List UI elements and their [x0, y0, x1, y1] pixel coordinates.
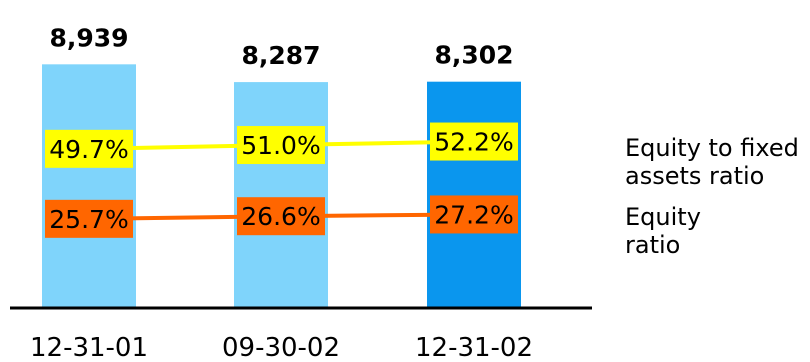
category-labels: 12-31-01 09-30-02 12-31-02	[30, 333, 533, 362]
bar-value-labels: 8,939 8,287 8,302	[49, 23, 513, 70]
ratio-label-box: 26.6%	[237, 197, 325, 236]
bar-value-label: 8,302	[434, 41, 513, 70]
ratio-box-bg	[45, 129, 133, 168]
ratio-box-bg	[237, 126, 325, 165]
ratio-label-box: 27.2%	[430, 195, 518, 234]
legend-line-1: Equity	[625, 203, 701, 231]
ratio-box-bg	[237, 197, 325, 236]
bar	[42, 64, 136, 308]
bars	[42, 64, 521, 309]
category-label: 12-31-01	[30, 333, 148, 362]
bar-value-label: 8,939	[49, 23, 128, 52]
legend-equity-ratio: Equity ratio	[625, 203, 701, 259]
ratio-label-box: 25.7%	[45, 199, 133, 238]
ratio-label-box: 52.2%	[430, 122, 518, 161]
legend-line-1: Equity to fixed	[625, 134, 799, 162]
ratio-value: 52.2%	[434, 128, 513, 157]
ratio-label-box: 49.7%	[45, 129, 133, 168]
bar	[427, 81, 521, 309]
category-label: 12-31-02	[415, 333, 533, 362]
ratio-box-bg	[45, 199, 133, 238]
ratio-value: 49.7%	[49, 135, 128, 164]
legend-line-2: assets ratio	[625, 162, 765, 190]
ratio-labels: 49.7% 51.0% 52.2% 25.7% 26.6% 27.2%	[45, 122, 518, 238]
ratio-box-bg	[430, 122, 518, 161]
bar	[234, 82, 328, 309]
legend-equity-to-fixed-assets: Equity to fixed assets ratio	[625, 134, 799, 190]
bar-value-label: 8,287	[241, 41, 320, 70]
ratio-value: 27.2%	[434, 200, 513, 229]
ratio-value: 26.6%	[241, 202, 320, 231]
ratio-label-box: 51.0%	[237, 126, 325, 165]
ratio-box-bg	[430, 195, 518, 234]
category-label: 09-30-02	[222, 333, 340, 362]
ratio-value: 51.0%	[241, 131, 320, 160]
legend-line-2: ratio	[625, 231, 681, 259]
ratio-value: 25.7%	[49, 205, 128, 234]
